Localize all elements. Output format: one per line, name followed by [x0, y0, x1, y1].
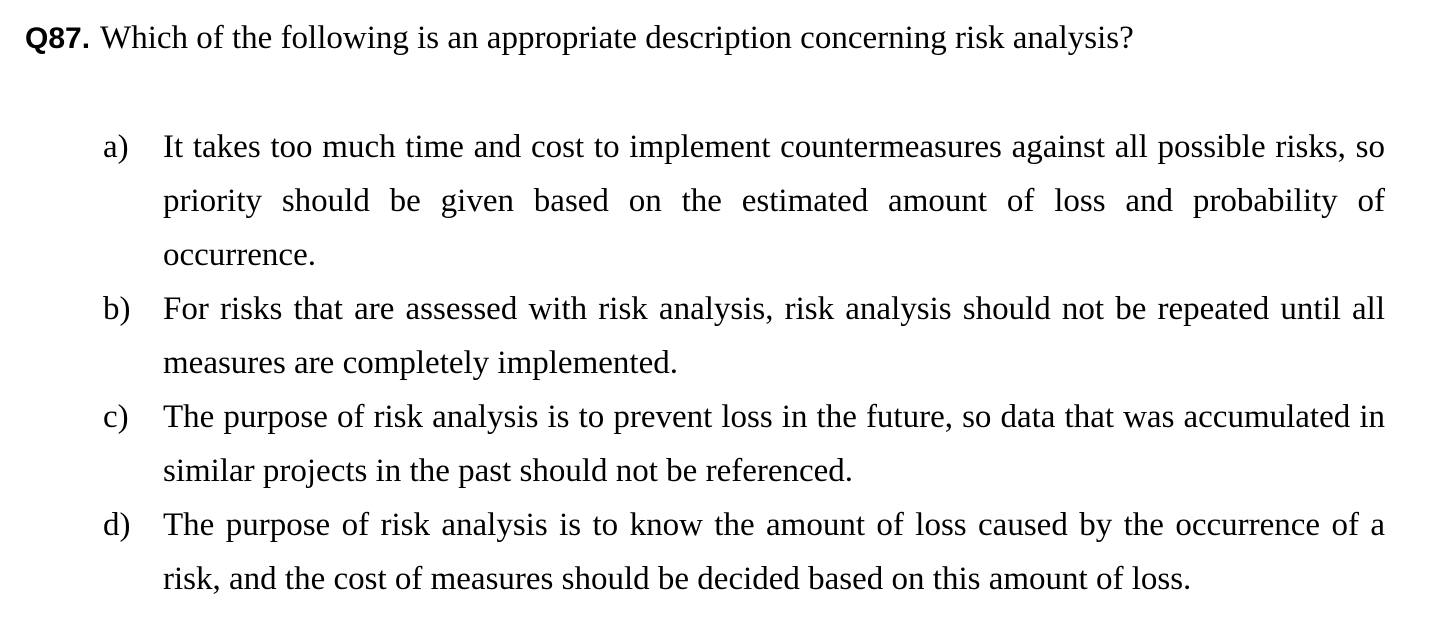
option-text: For risks that are assessed with risk an…: [163, 291, 1385, 381]
option-text: The purpose of risk analysis is to know …: [163, 507, 1385, 597]
question-number: Q87.: [25, 22, 91, 55]
question-header: Q87. Which of the following is an appropr…: [25, 14, 1425, 68]
option-text: The purpose of risk analysis is to preve…: [163, 399, 1385, 489]
option-label: d): [103, 507, 131, 543]
answer-option-a: a) It takes too much time and cost to im…: [103, 120, 1385, 282]
option-text: It takes too much time and cost to imple…: [163, 129, 1385, 273]
answer-option-c: c) The purpose of risk analysis is to pr…: [103, 390, 1385, 498]
option-label: c): [103, 399, 129, 435]
option-label: a): [103, 129, 129, 165]
option-label: b): [103, 291, 131, 327]
answer-option-b: b) For risks that are assessed with risk…: [103, 282, 1385, 390]
question-text: Which of the following is an appropriate…: [100, 20, 1134, 56]
answer-options-list: a) It takes too much time and cost to im…: [103, 120, 1385, 606]
answer-option-d: d) The purpose of risk analysis is to kn…: [103, 498, 1385, 606]
